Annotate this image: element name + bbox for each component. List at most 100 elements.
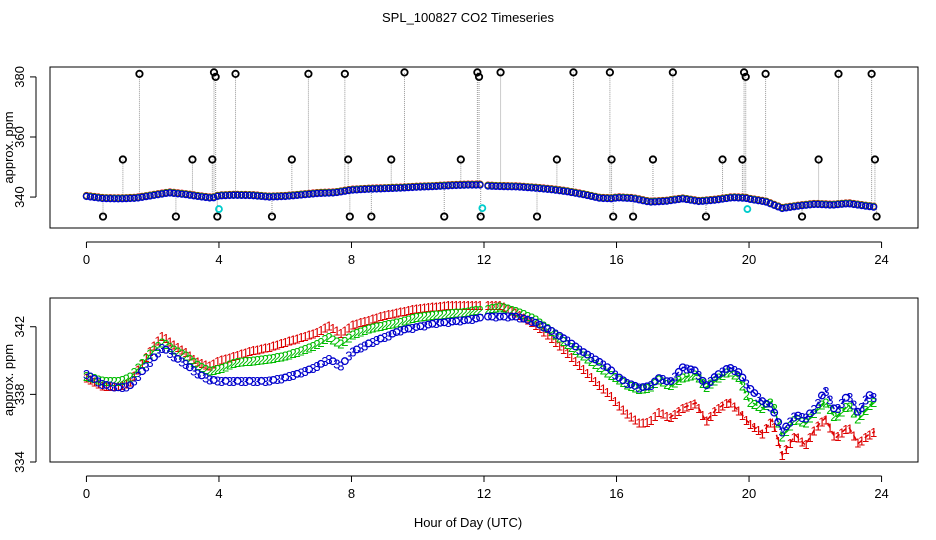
series-marker-2: 2 [274,350,281,365]
series-marker-1: 1 [166,334,173,349]
series-marker-2: 2 [178,346,185,361]
series-marker-1: 1 [472,298,479,313]
series-marker-2: 2 [353,326,360,341]
series-marker-1: 1 [572,354,579,369]
series-marker-1: 1 [381,308,388,323]
baseline-point-3 [82,192,91,201]
series-marker-1: 1 [103,379,110,394]
y-axis: 334 338 342 [12,316,37,473]
series-marker-2: 2 [397,315,404,330]
series-marker-1: 1 [822,412,829,427]
series-marker-2: 2 [854,412,861,427]
series-marker-2: 2 [365,321,372,336]
baseline-point-3 [341,187,349,195]
baseline-point-3 [671,196,679,204]
series-marker-3 [829,404,838,413]
spike-point [118,155,127,164]
series-marker-3: 3 [266,374,273,389]
series-1: 1111111111111111111111111111111111111111… [83,298,877,463]
baseline-point-3 [150,191,158,199]
series-marker-1: 1 [596,378,603,393]
series-marker-3: 3 [337,358,344,373]
baseline-point-3 [190,192,198,200]
baseline-point-3 [528,184,536,192]
series-marker-3: 3 [755,390,762,405]
baseline-point-3 [321,189,329,197]
series-marker-1: 1 [763,421,770,436]
series-marker-3 [317,359,325,368]
series-marker-3: 3 [731,363,738,378]
baseline-point-3 [436,182,444,190]
series-marker-3 [639,383,647,391]
series-marker-2: 2 [321,332,328,347]
baseline-point-3 [357,185,365,194]
baseline-point-3 [170,189,178,198]
series-marker-2: 2 [429,308,436,323]
series-marker-3 [507,312,516,321]
series-marker-2: 2 [540,318,547,333]
spike-point [367,212,376,221]
series-marker-2: 2 [802,415,809,430]
baseline-point-3 [420,183,429,191]
series-marker-3 [440,318,449,327]
baseline-point-3 [802,201,810,209]
baseline-point-3 [380,185,389,193]
baseline-point-3 [329,189,337,197]
baseline-point-3 [217,192,226,200]
baseline-point-3 [794,202,802,210]
spike-point [287,155,296,164]
spike-point [340,69,349,79]
spike-point [718,155,727,164]
baseline-point-3 [814,200,822,209]
series-marker-3: 3 [468,312,475,327]
baseline-point-3 [782,204,790,212]
series-marker-1: 1 [687,398,694,413]
series-marker-1: 1 [580,362,587,377]
series-marker-1: 1 [325,318,332,333]
series-marker-2: 2 [111,374,118,389]
baseline-point-3 [440,182,448,190]
series-marker-1: 1 [548,331,555,346]
series-marker-3 [519,314,528,323]
baseline-point-3 [551,186,560,194]
series-marker-1: 1 [278,336,285,351]
series-marker-1: 1 [655,405,662,420]
series-marker-2: 2 [270,351,277,366]
series-marker-1: 1 [385,307,392,322]
baseline-point-3 [198,193,206,201]
series-marker-1: 1 [198,356,205,371]
series-marker-3 [595,357,604,366]
baseline-point-3 [86,193,95,201]
series-marker-3 [499,312,508,321]
baseline-point-3 [337,188,345,196]
series-marker-1: 1 [238,347,245,362]
baseline-point-3 [663,197,671,205]
series-marker-3 [126,381,135,390]
baseline-point-3 [472,181,480,189]
series-marker-1: 1 [345,320,352,335]
baseline-point-3 [532,184,540,192]
series-marker-1: 1 [767,415,774,430]
series-marker-2: 2 [242,354,249,369]
baseline-point-3 [762,198,770,206]
series-marker-1: 1 [568,350,575,365]
series-marker-1: 1 [775,434,782,449]
series-marker-1: 1 [604,385,611,400]
series-marker-2: 2 [775,415,782,430]
baseline-point-3 [508,183,516,191]
series-marker-1: 1 [329,321,336,336]
series-marker-2: 2 [305,340,312,355]
series-marker-2: 2 [592,357,599,372]
series-marker-2: 2 [170,342,177,357]
series-marker-3 [841,393,850,402]
series-marker-1: 1 [842,422,849,437]
series-marker-3 [619,376,628,385]
series-marker-1: 1 [393,305,400,320]
series-marker-3 [579,348,588,357]
series-marker-2: 2 [635,382,642,397]
baseline-point-3 [253,192,262,200]
series-marker-2: 2 [301,342,308,357]
series-marker-1: 1 [309,326,316,341]
series-marker-1: 1 [194,354,201,369]
series-marker-1: 1 [747,417,754,432]
